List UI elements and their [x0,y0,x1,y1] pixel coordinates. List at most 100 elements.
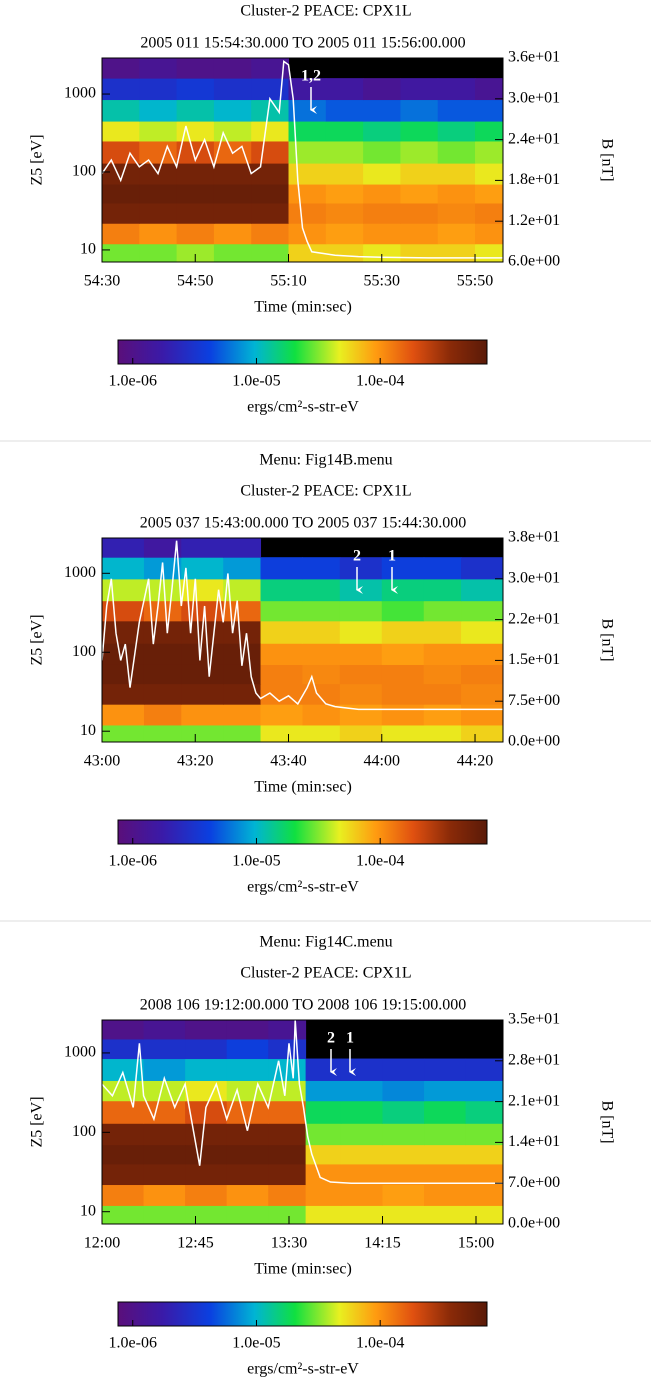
y2-axis-title: B [nT] [598,1100,615,1143]
spectrogram-cell [139,121,178,142]
y2-axis-title: B [nT] [598,138,615,181]
spectrogram-cell [176,163,215,185]
spectrogram-cell [382,1123,425,1146]
colorbar-tick-label: 1.0e-06 [109,853,157,870]
y-axis-title: Z5 [eV] [29,614,46,665]
spectrogram-cell [382,1058,425,1081]
colorbar-tick-label: 1.0e-06 [109,373,157,390]
y2-axis-title: B [nT] [598,618,615,661]
spectrogram-cell [423,578,462,602]
spectrogram-cell [260,643,303,665]
spectrogram-cell [339,578,383,602]
spectrogram-cell [143,620,182,644]
spectrogram-cell [139,243,178,263]
spectrogram-cell [302,724,341,743]
x-axis-title: Time (min:sec) [254,299,352,316]
spectrogram-cell [139,58,178,79]
spectrogram-cell [381,704,425,726]
spectrogram-cell [325,184,364,204]
spectrogram-cell [268,1123,307,1146]
x-tick-label: 55:10 [270,273,306,290]
spectrogram-cell [102,1058,145,1081]
spectrogram-cell [251,184,290,204]
y2-tick-label: 3.5e+01 [508,1011,560,1028]
spectrogram-cell [102,1205,145,1225]
spectrogram-cell [288,99,327,122]
y2-tick-label: 3.0e+01 [508,89,560,106]
spectrogram-cell [400,140,439,164]
spectrogram-cell [437,203,476,224]
colorbar-tick-label: 1.0e-04 [356,373,404,390]
spectrogram-cell [475,243,504,263]
spectrogram-cell [268,1020,307,1040]
spectrogram-cell [143,1058,186,1081]
x-tick-label: 43:40 [270,753,306,770]
spectrogram-cell [251,203,290,224]
y-tick-label: 1000 [64,564,96,581]
spectrogram-cell [305,1100,342,1124]
spectrogram-cell [340,1058,383,1081]
menu-title: Menu: Fig14C.menu [259,934,392,951]
spectrogram-cell [139,99,178,122]
spectrogram-cell [143,600,182,622]
spectrogram-cell [424,1100,467,1124]
spectrogram-cell [288,203,327,224]
spectrogram-cell [461,664,504,685]
spectrogram-cell [181,724,224,743]
spectrogram-cell [251,223,290,245]
spectrogram-cell [143,724,182,743]
spectrogram-cell [185,1058,228,1081]
spectrogram-cell [102,724,145,743]
spectrogram-cell [213,203,252,224]
spectrogram-cell [223,683,262,705]
colorbar-tick-label: 1.0e-05 [232,853,280,870]
spectrogram-cell [139,78,178,101]
chart-title: Cluster-2 PEACE: CPX1L [240,483,411,500]
spectrogram-cell [260,664,303,685]
spectrogram-cell [461,704,504,726]
spectrogram-cell [325,163,364,185]
spectrogram-cell [251,163,290,185]
b-field-line [101,60,503,259]
spectrogram-cell [226,1205,269,1225]
spectrogram-cell [223,724,262,743]
spectrogram-cell [251,78,290,101]
spectrogram-cell [102,163,140,185]
colorbar-tick-label: 1.0e-05 [232,1335,280,1352]
spectrogram-cell [260,578,303,602]
spectrogram-cell [381,683,425,705]
spectrogram-cell [288,78,327,101]
spectrogram-cell [339,664,383,685]
spectrogram-cell [181,578,224,602]
spectrogram-cell [340,1205,383,1225]
colorbar-tick-label: 1.0e-06 [109,1335,157,1352]
spectrogram-cell [339,600,383,622]
spectrogram-cell [251,140,290,164]
spectrogram-cell [461,683,504,705]
spectrogram-cell [176,243,215,263]
spectrogram-cell [181,643,224,665]
spectrogram-cell [223,620,262,644]
spectrogram-cell [437,184,476,204]
spectrogram-cell [475,140,504,164]
spectrogram-cell [176,223,215,245]
spectrogram-cell [102,538,145,558]
spectrogram-cell [213,99,252,122]
spectrogram-cell [465,1080,504,1102]
spectrogram-cell [302,578,341,602]
spectrogram-cell [305,1058,342,1081]
spectrogram-cell [302,704,341,726]
spectrogram-cell [102,683,145,705]
spectrogram-cell [223,704,262,726]
spectrogram-cell [400,121,439,142]
colorbar-tick-label: 1.0e-05 [232,373,280,390]
spectrogram-cell [176,58,215,79]
spectrogram-cell [139,184,178,204]
spectrogram-cell [288,243,327,263]
y2-tick-label: 1.2e+01 [508,212,560,229]
spectrogram-cell [260,600,303,622]
spectrogram-cell [102,184,140,204]
spectrogram-cell [288,121,327,142]
y2-tick-label: 6.0e+00 [508,253,560,270]
